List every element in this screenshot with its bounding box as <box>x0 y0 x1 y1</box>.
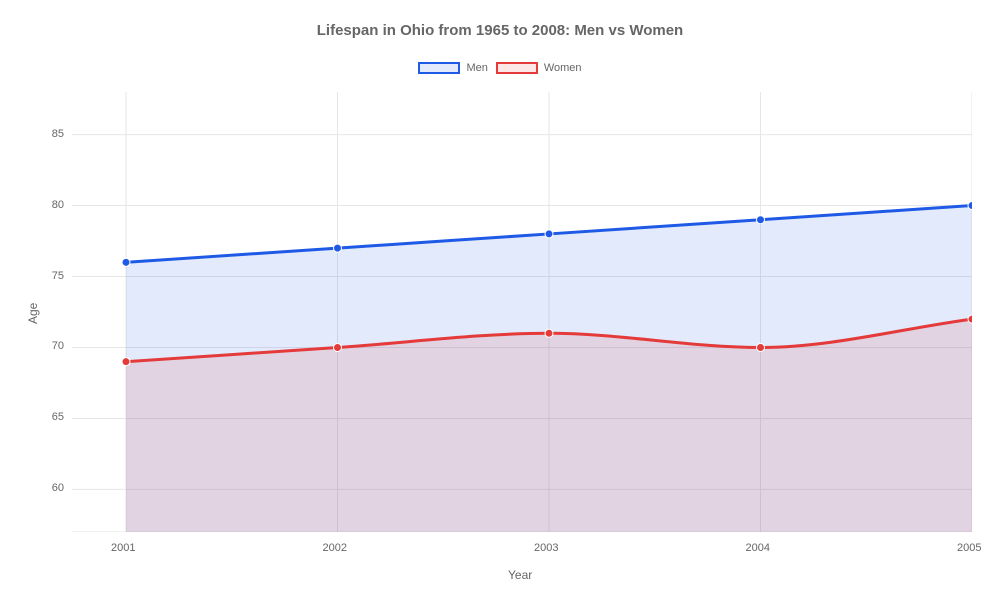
x-tick-label: 2004 <box>746 542 770 554</box>
chart-title: Lifespan in Ohio from 1965 to 2008: Men … <box>0 22 1000 39</box>
y-tick-label: 75 <box>52 270 64 282</box>
series-marker-men <box>968 202 972 210</box>
chart-plot-area <box>72 92 972 532</box>
x-tick-label: 2002 <box>323 542 347 554</box>
series-marker-men <box>757 216 765 224</box>
series-marker-women <box>122 358 130 366</box>
x-axis-label: Year <box>508 568 532 582</box>
x-tick-label: 2001 <box>111 542 135 554</box>
legend-swatch-women <box>496 62 538 74</box>
series-marker-women <box>545 329 553 337</box>
legend-label-men: Men <box>466 62 487 74</box>
x-tick-label: 2003 <box>534 542 558 554</box>
y-axis-label: Age <box>26 303 40 324</box>
series-marker-women <box>757 343 765 351</box>
y-tick-label: 65 <box>52 411 64 423</box>
series-marker-women <box>334 343 342 351</box>
legend-swatch-men <box>418 62 460 74</box>
series-marker-men <box>334 244 342 252</box>
x-tick-label: 2005 <box>957 542 981 554</box>
series-marker-men <box>122 258 130 266</box>
y-tick-label: 85 <box>52 128 64 140</box>
legend-label-women: Women <box>544 62 582 74</box>
y-tick-label: 70 <box>52 340 64 352</box>
legend-item-women: Women <box>496 62 582 74</box>
chart-svg <box>72 92 972 532</box>
legend: Men Women <box>0 62 1000 74</box>
y-tick-label: 60 <box>52 482 64 494</box>
series-marker-women <box>968 315 972 323</box>
series-marker-men <box>545 230 553 238</box>
legend-item-men: Men <box>418 62 487 74</box>
chart-container: Lifespan in Ohio from 1965 to 2008: Men … <box>0 0 1000 600</box>
y-tick-label: 80 <box>52 199 64 211</box>
